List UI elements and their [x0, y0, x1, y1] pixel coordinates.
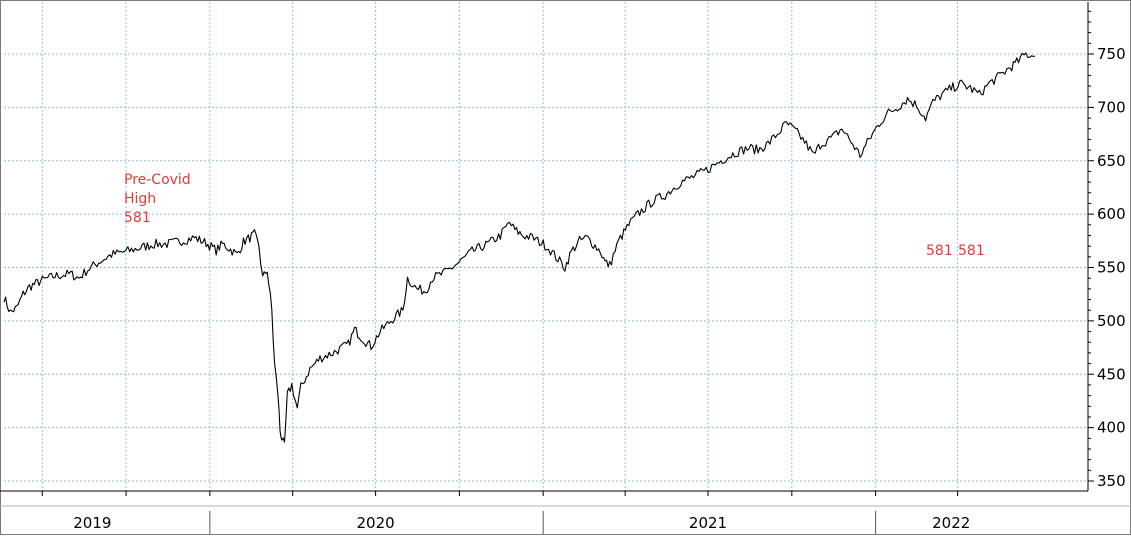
annotation-0-line-2: 581	[124, 210, 151, 226]
y-tick-label-500: 500	[1097, 312, 1126, 330]
annotation-0-line-1: High	[124, 191, 156, 207]
annotation-0-line-0: Pre-Covid	[124, 172, 191, 188]
annotation-1-line-0: 581	[926, 243, 953, 259]
y-tick-label-750: 750	[1097, 45, 1126, 63]
x-year-label-2021: 2021	[689, 514, 727, 532]
y-tick-label-700: 700	[1097, 98, 1126, 116]
annotation-2: 581	[958, 243, 985, 259]
y-tick-label-450: 450	[1097, 365, 1126, 383]
y-tick-label-550: 550	[1097, 259, 1126, 277]
x-year-label-2020: 2020	[357, 514, 395, 532]
x-year-label-2019: 2019	[73, 514, 111, 532]
y-tick-label-350: 350	[1097, 472, 1126, 490]
y-tick-label-650: 650	[1097, 152, 1126, 170]
x-year-label-2022: 2022	[932, 514, 970, 532]
y-tick-label-400: 400	[1097, 419, 1126, 437]
annotation-0: Pre-Covid High 581	[124, 172, 191, 226]
y-tick-label-600: 600	[1097, 205, 1126, 223]
series-line-0	[3, 52, 1036, 443]
annotation-1: 581	[926, 243, 953, 259]
annotation-2-line-0: 581	[958, 243, 985, 259]
